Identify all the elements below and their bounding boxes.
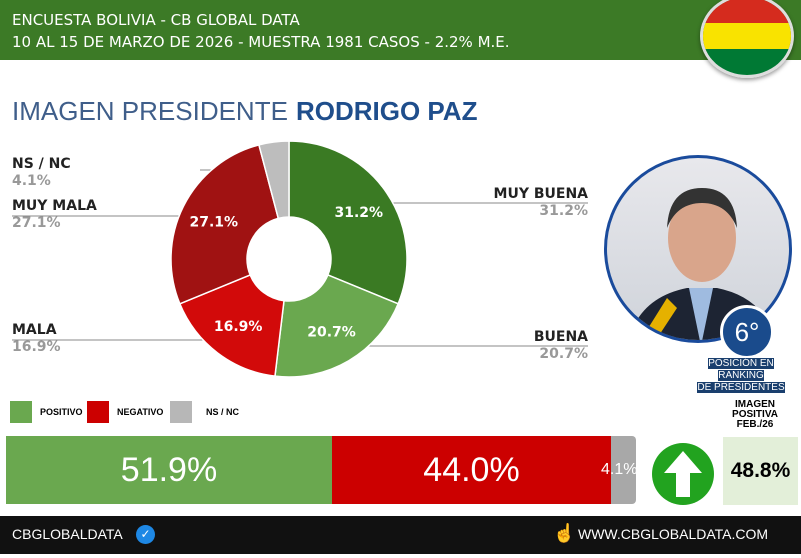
president-name: RODRIGO PAZ: [295, 96, 478, 126]
data-label: 31.2%: [334, 205, 383, 221]
data-label: 20.7%: [307, 324, 356, 340]
header-line2: 10 AL 15 DE MARZO DE 2026 - MUESTRA 1981…: [12, 33, 510, 51]
previous-value: 48.8%: [723, 437, 798, 505]
up-arrow-icon: [652, 443, 714, 505]
label-muy-mala: MUY MALA 27.1%: [12, 198, 97, 231]
header-line1: ENCUESTA BOLIVIA - CB GLOBAL DATA: [12, 11, 300, 29]
data-label: 16.9%: [214, 319, 263, 335]
ranking-badge: 6°: [720, 305, 774, 359]
title-prefix: IMAGEN PRESIDENTE: [12, 96, 288, 126]
bar-positivo: 51.9%: [6, 436, 332, 504]
footer-website[interactable]: WWW.CBGLOBALDATA.COM: [578, 526, 769, 542]
bar-ns-nc: 4.1%: [601, 436, 637, 504]
label-buena: BUENA 20.7%: [533, 329, 588, 362]
legend-ns-nc: NS / NC: [170, 401, 239, 423]
footer: CBGLOBALDATA ✓ ☝ WWW.CBGLOBALDATA.COM: [0, 516, 801, 554]
header-banner: ENCUESTA BOLIVIA - CB GLOBAL DATA 10 AL …: [0, 0, 801, 60]
verified-icon: ✓: [136, 525, 155, 544]
label-muy-buena: MUY BUENA 31.2%: [493, 186, 588, 219]
label-mala: MALA 16.9%: [12, 322, 61, 355]
label-ns-nc: NS / NC 4.1%: [12, 156, 71, 189]
ranking-text: POSICIÓN EN RANKING DE PRESIDENTES: [697, 358, 785, 393]
bar-negativo: 44.0%: [332, 436, 611, 504]
legend-positivo: POSITIVO: [10, 401, 83, 423]
donut-hole: [247, 217, 331, 301]
footer-brand: CBGLOBALDATA: [12, 526, 123, 542]
pointer-hand-icon: ☝: [553, 523, 576, 543]
legend-negativo: NEGATIVO: [87, 401, 163, 423]
president-photo: [604, 155, 792, 343]
previous-title: IMAGEN POSITIVA FEB./26: [732, 399, 778, 430]
page-title: IMAGEN PRESIDENTE RODRIGO PAZ: [12, 96, 477, 127]
donut-chart: 31.2% 20.7% 16.9% 27.1%: [12, 140, 588, 378]
data-label: 27.1%: [190, 215, 239, 231]
